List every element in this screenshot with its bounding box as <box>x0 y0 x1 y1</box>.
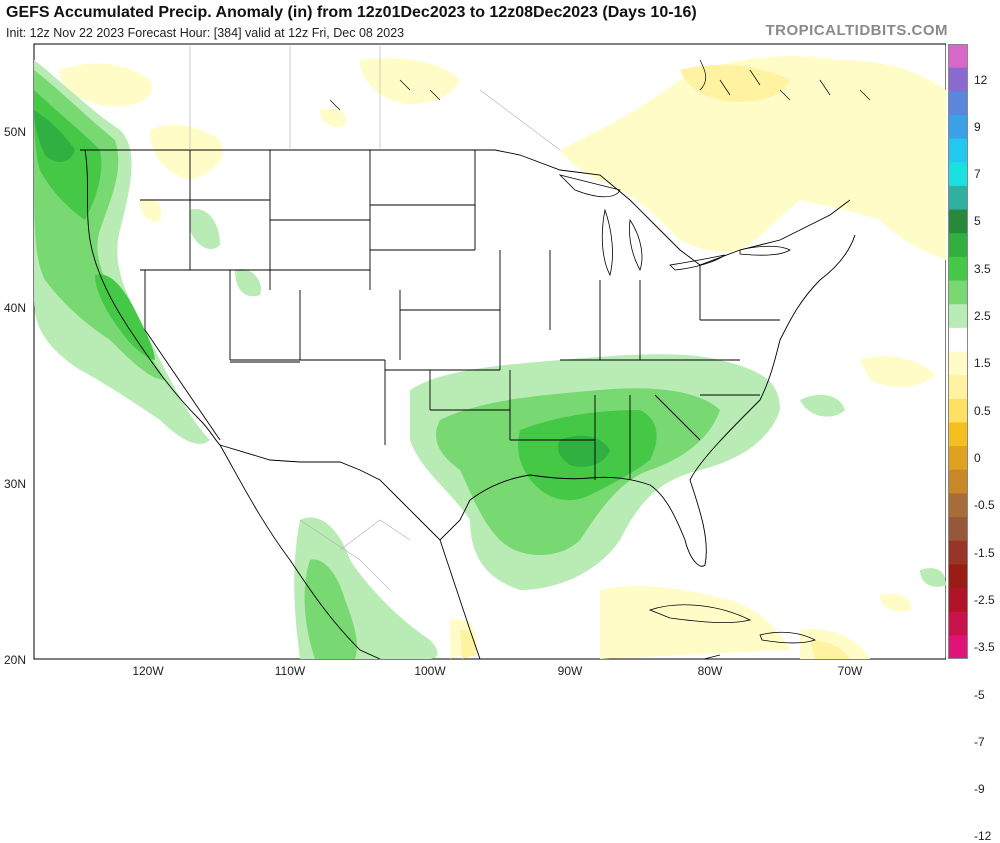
lon-label-120w: 120W <box>132 664 164 678</box>
legend-swatch <box>948 256 968 282</box>
lon-label-110w: 110W <box>274 664 306 678</box>
legend-swatch <box>948 493 968 518</box>
province-lines <box>189 44 561 591</box>
legend-swatch <box>948 327 968 352</box>
legend-swatch <box>948 611 968 636</box>
legend-swatch <box>948 233 968 258</box>
dry-anomaly-areas <box>60 56 946 659</box>
legend-swatch <box>948 422 968 447</box>
legend-label: 0 <box>974 450 981 465</box>
legend-swatch <box>948 44 968 69</box>
legend-swatch <box>948 67 968 92</box>
small-lakes <box>329 59 871 111</box>
legend-label: -7 <box>974 734 985 749</box>
legend-swatch <box>948 398 968 423</box>
legend-swatch <box>948 304 968 329</box>
lon-label-70w: 70W <box>837 664 863 678</box>
legend-swatch <box>948 162 968 187</box>
brand-watermark: TROPICALTIDBITS.COM <box>765 22 948 39</box>
legend-label: -12 <box>974 829 992 843</box>
legend-swatch <box>948 114 968 140</box>
legend-label: 5 <box>974 214 981 229</box>
legend-label: 0.5 <box>974 403 991 418</box>
legend-label: 2.5 <box>974 309 991 323</box>
legend-swatch <box>948 375 968 400</box>
legend-label: 1.5 <box>974 356 991 371</box>
legend-swatch <box>948 446 968 471</box>
legend-swatch <box>948 517 968 542</box>
legend-swatch <box>948 91 968 116</box>
political-boundaries <box>80 149 856 659</box>
legend-swatch <box>948 138 968 163</box>
legend-label: -1.5 <box>974 545 995 560</box>
legend-swatch <box>948 469 968 494</box>
legend-colorbar <box>948 44 968 659</box>
caribbean-islands <box>648 604 817 659</box>
legend-label: -2.5 <box>974 592 995 607</box>
legend-label: -0.5 <box>974 498 995 513</box>
legend-swatch <box>948 185 968 211</box>
legend-swatch <box>948 564 968 589</box>
legend-label: 3.5 <box>974 261 991 276</box>
legend-label: 12 <box>974 72 988 87</box>
map-title: GEFS Accumulated Precip. Anomaly (in) fr… <box>6 4 697 21</box>
legend-swatch <box>948 635 968 659</box>
lon-label-90w: 90W <box>557 664 583 678</box>
lat-label-20n: 20N <box>4 653 27 667</box>
legend-label: -5 <box>974 687 985 702</box>
legend-label: 7 <box>974 167 981 182</box>
legend-swatch <box>948 280 968 305</box>
legend-swatch <box>948 588 968 613</box>
wet-anomaly-darkest <box>34 110 610 467</box>
dry-anomaly-darker <box>460 64 850 659</box>
lat-label-50n: 50N <box>4 125 27 139</box>
precip-anomaly-map <box>33 43 946 660</box>
lon-label-100w: 100W <box>414 664 446 678</box>
lat-label-30n: 30N <box>4 477 27 491</box>
legend-label: 9 <box>974 119 981 134</box>
legend-swatch <box>948 540 968 565</box>
lon-label-80w: 80W <box>697 664 723 678</box>
legend-swatch <box>948 209 968 234</box>
map-subtitle: Init: 12z Nov 22 2023 Forecast Hour: [38… <box>6 26 405 40</box>
legend-swatch <box>948 351 968 376</box>
legend-label: -9 <box>974 782 985 797</box>
great-lakes <box>558 174 791 277</box>
legend-label: -3.5 <box>974 640 995 655</box>
lat-label-40n: 40N <box>4 301 27 315</box>
